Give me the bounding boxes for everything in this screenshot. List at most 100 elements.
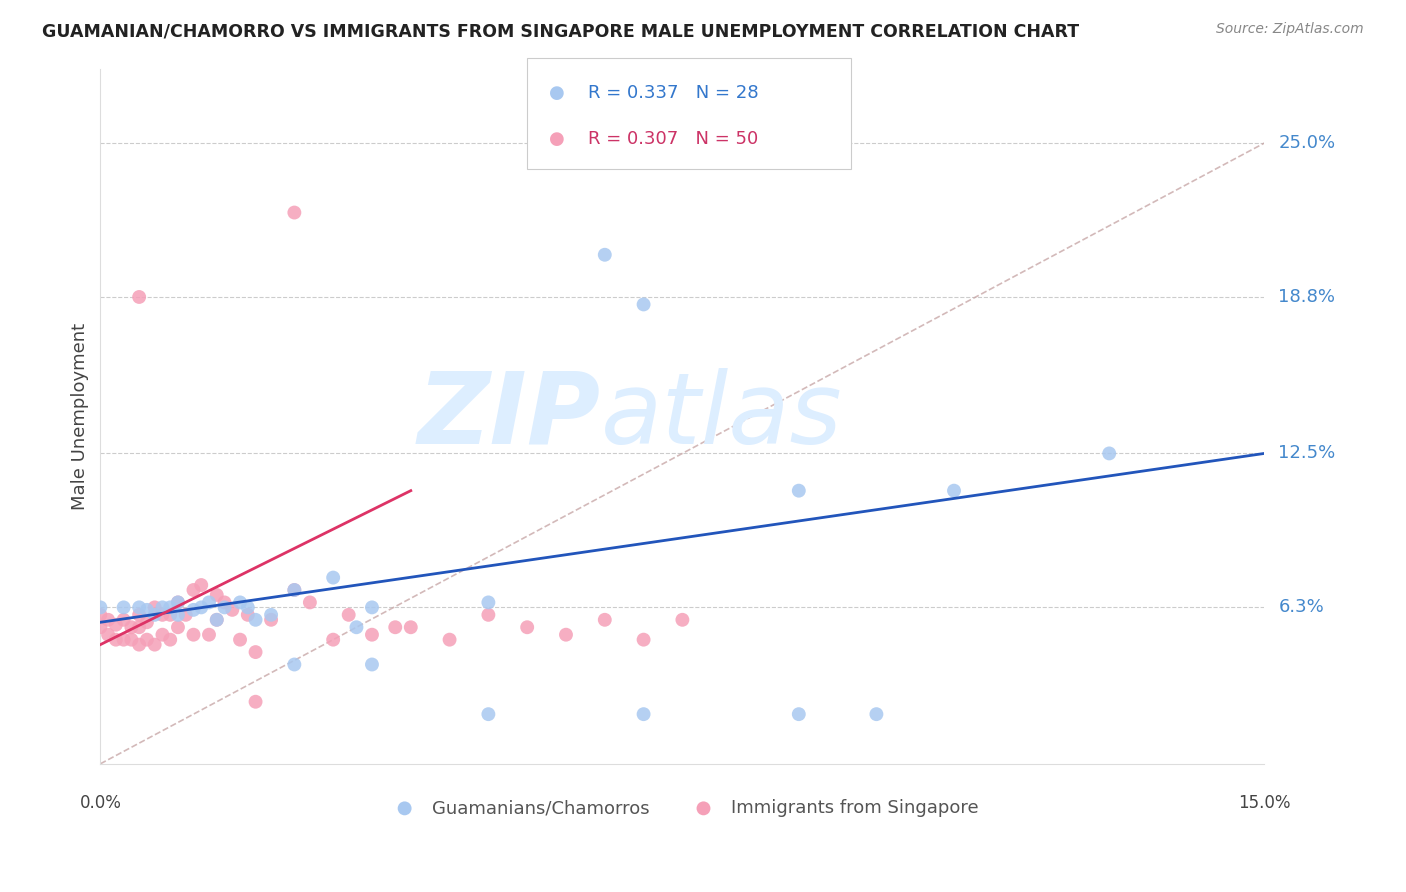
Point bbox=[198, 628, 221, 642]
Text: 0.0%: 0.0% bbox=[79, 794, 121, 812]
Point bbox=[152, 600, 174, 615]
Point bbox=[260, 613, 283, 627]
Text: ●: ● bbox=[548, 84, 565, 103]
Point bbox=[787, 483, 810, 498]
Text: 18.8%: 18.8% bbox=[1278, 288, 1336, 306]
Point bbox=[89, 607, 111, 622]
Point bbox=[104, 632, 127, 647]
Point bbox=[361, 628, 384, 642]
Point bbox=[1098, 446, 1121, 460]
Text: 15.0%: 15.0% bbox=[1239, 794, 1291, 812]
Point bbox=[260, 607, 283, 622]
Point bbox=[361, 600, 384, 615]
Point bbox=[128, 620, 150, 634]
Text: Source: ZipAtlas.com: Source: ZipAtlas.com bbox=[1216, 22, 1364, 37]
Point bbox=[143, 638, 166, 652]
Point bbox=[229, 632, 252, 647]
Point bbox=[633, 632, 655, 647]
Point bbox=[593, 613, 616, 627]
Point bbox=[229, 595, 252, 609]
Point bbox=[167, 620, 190, 634]
Point bbox=[112, 613, 135, 627]
Point bbox=[190, 578, 212, 592]
Text: R = 0.337   N = 28: R = 0.337 N = 28 bbox=[588, 84, 758, 103]
Point bbox=[198, 595, 221, 609]
Point bbox=[174, 607, 197, 622]
Point bbox=[516, 620, 538, 634]
Point bbox=[190, 600, 212, 615]
Point bbox=[159, 607, 181, 622]
Y-axis label: Male Unemployment: Male Unemployment bbox=[72, 323, 89, 509]
Point bbox=[159, 600, 181, 615]
Point bbox=[245, 613, 267, 627]
Point bbox=[104, 617, 127, 632]
Point bbox=[128, 290, 150, 304]
Point bbox=[322, 632, 344, 647]
Text: R = 0.307   N = 50: R = 0.307 N = 50 bbox=[588, 130, 758, 148]
Text: 25.0%: 25.0% bbox=[1278, 134, 1336, 152]
Text: 12.5%: 12.5% bbox=[1278, 444, 1336, 462]
Point bbox=[89, 620, 111, 634]
Point bbox=[143, 607, 166, 622]
Point bbox=[439, 632, 461, 647]
Point bbox=[283, 657, 305, 672]
Point bbox=[205, 588, 228, 602]
Point bbox=[128, 600, 150, 615]
Point bbox=[477, 595, 499, 609]
Point bbox=[245, 645, 267, 659]
Point bbox=[167, 595, 190, 609]
Point bbox=[236, 607, 259, 622]
Point bbox=[399, 620, 422, 634]
Point bbox=[120, 620, 142, 634]
Point bbox=[555, 628, 578, 642]
Point bbox=[298, 595, 321, 609]
Point bbox=[143, 600, 166, 615]
Point bbox=[633, 297, 655, 311]
Point bbox=[205, 613, 228, 627]
Point bbox=[128, 607, 150, 622]
Point bbox=[135, 603, 157, 617]
Point bbox=[283, 582, 305, 597]
Point bbox=[633, 707, 655, 722]
Point bbox=[236, 600, 259, 615]
Point bbox=[245, 695, 267, 709]
Point bbox=[671, 613, 693, 627]
Point bbox=[135, 615, 157, 630]
Point bbox=[593, 248, 616, 262]
Point bbox=[183, 628, 205, 642]
Point bbox=[128, 638, 150, 652]
Point bbox=[89, 600, 111, 615]
Point bbox=[283, 582, 305, 597]
Point bbox=[214, 595, 236, 609]
Point bbox=[865, 707, 887, 722]
Point bbox=[384, 620, 406, 634]
Text: atlas: atlas bbox=[600, 368, 842, 465]
Point bbox=[112, 600, 135, 615]
Point bbox=[159, 632, 181, 647]
Point bbox=[152, 607, 174, 622]
Point bbox=[112, 632, 135, 647]
Text: ●: ● bbox=[548, 130, 565, 148]
Point bbox=[167, 607, 190, 622]
Point bbox=[214, 600, 236, 615]
Point bbox=[152, 628, 174, 642]
Point bbox=[135, 632, 157, 647]
Point bbox=[322, 571, 344, 585]
Legend: Guamanians/Chamorros, Immigrants from Singapore: Guamanians/Chamorros, Immigrants from Si… bbox=[380, 792, 986, 824]
Point bbox=[221, 603, 243, 617]
Point bbox=[97, 613, 120, 627]
Point bbox=[120, 632, 142, 647]
Point bbox=[943, 483, 966, 498]
Text: GUAMANIAN/CHAMORRO VS IMMIGRANTS FROM SINGAPORE MALE UNEMPLOYMENT CORRELATION CH: GUAMANIAN/CHAMORRO VS IMMIGRANTS FROM SI… bbox=[42, 22, 1080, 40]
Point bbox=[787, 707, 810, 722]
Point bbox=[167, 595, 190, 609]
Point bbox=[477, 607, 499, 622]
Point bbox=[283, 205, 305, 219]
Point bbox=[97, 628, 120, 642]
Point bbox=[183, 603, 205, 617]
Point bbox=[361, 657, 384, 672]
Text: 6.3%: 6.3% bbox=[1278, 599, 1324, 616]
Point bbox=[346, 620, 368, 634]
Point bbox=[205, 613, 228, 627]
Point bbox=[477, 707, 499, 722]
